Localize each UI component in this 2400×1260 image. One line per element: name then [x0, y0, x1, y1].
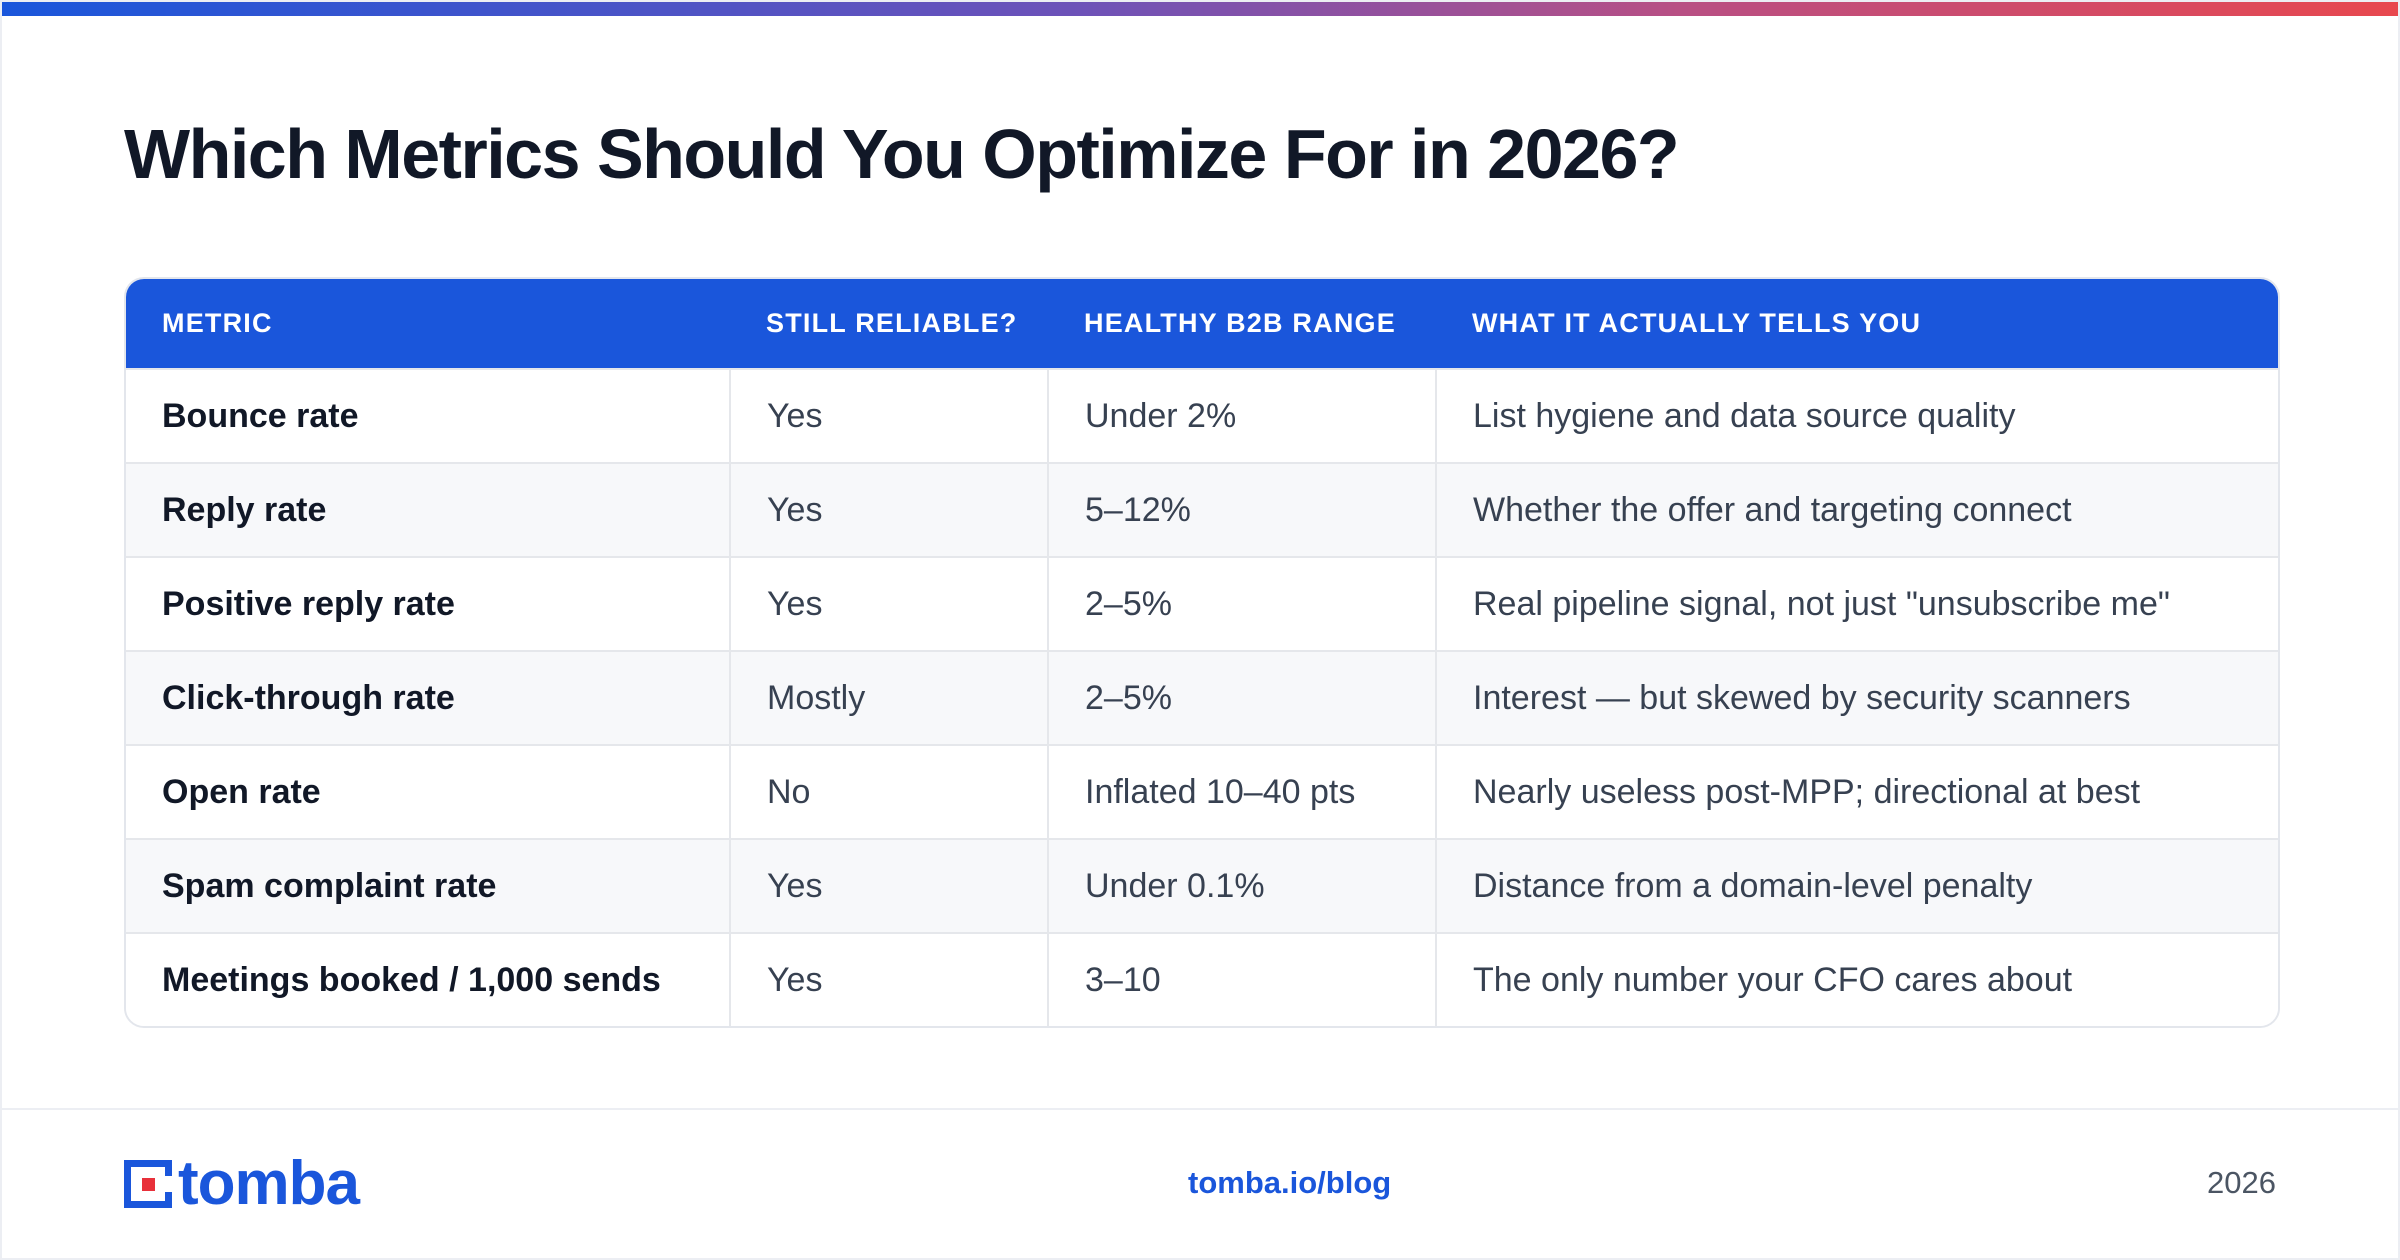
range-cell: Under 2%: [1047, 368, 1436, 463]
table-row: Bounce rate Yes Under 2% List hygiene an…: [126, 368, 2278, 463]
range-cell: Under 0.1%: [1047, 838, 1436, 933]
footer-year: 2026: [2207, 1165, 2276, 1200]
reliable-cell: Yes: [729, 556, 1048, 651]
table-row: Meetings booked / 1,000 sends Yes 3–10 T…: [126, 932, 2278, 1026]
metrics-table: METRIC STILL RELIABLE? HEALTHY B2B RANGE…: [126, 279, 2278, 1026]
metric-cell: Click-through rate: [126, 650, 730, 745]
range-cell: 2–5%: [1047, 650, 1436, 745]
metric-cell: Open rate: [126, 744, 730, 839]
meaning-cell: Nearly useless post-MPP; directional at …: [1435, 744, 2278, 839]
meaning-cell: Interest — but skewed by security scanne…: [1435, 650, 2278, 745]
reliable-cell: Mostly: [729, 650, 1048, 745]
header-still-reliable: STILL RELIABLE?: [766, 308, 1018, 338]
metrics-table-container: METRIC STILL RELIABLE? HEALTHY B2B RANGE…: [124, 277, 2280, 1028]
meaning-cell: Real pipeline signal, not just "unsubscr…: [1435, 556, 2278, 651]
reliable-cell: Yes: [729, 462, 1048, 557]
metric-cell: Spam complaint rate: [126, 838, 730, 933]
range-cell: Inflated 10–40 pts: [1047, 744, 1436, 839]
reliable-cell: No: [729, 744, 1048, 839]
reliable-cell: Yes: [729, 368, 1048, 463]
meaning-cell: Whether the offer and targeting connect: [1435, 462, 2278, 557]
tomba-logo-icon: [124, 1160, 172, 1208]
metric-cell: Positive reply rate: [126, 556, 730, 651]
table-header-row: METRIC STILL RELIABLE? HEALTHY B2B RANGE…: [126, 279, 2278, 369]
table-row: Open rate No Inflated 10–40 pts Nearly u…: [126, 744, 2278, 839]
metric-cell: Bounce rate: [126, 368, 730, 463]
header-healthy-range: HEALTHY B2B RANGE: [1084, 308, 1396, 338]
table-row: Click-through rate Mostly 2–5% Interest …: [126, 650, 2278, 745]
table-row: Reply rate Yes 5–12% Whether the offer a…: [126, 462, 2278, 557]
logo-text: tomba: [178, 1149, 360, 1218]
reliable-cell: Yes: [729, 932, 1048, 1026]
reliable-cell: Yes: [729, 838, 1048, 933]
meaning-cell: Distance from a domain-level penalty: [1435, 838, 2278, 933]
table-row: Spam complaint rate Yes Under 0.1% Dista…: [126, 838, 2278, 933]
tomba-logo[interactable]: tomba: [124, 1149, 360, 1218]
range-cell: 2–5%: [1047, 556, 1436, 651]
meaning-cell: List hygiene and data source quality: [1435, 368, 2278, 463]
metric-cell: Meetings booked / 1,000 sends: [126, 932, 730, 1026]
header-metric: METRIC: [162, 308, 273, 338]
range-cell: 3–10: [1047, 932, 1436, 1026]
page-title: Which Metrics Should You Optimize For in…: [124, 115, 1680, 193]
table-row: Positive reply rate Yes 2–5% Real pipeli…: [126, 556, 2278, 651]
blog-link[interactable]: tomba.io/blog: [1188, 1165, 1392, 1200]
range-cell: 5–12%: [1047, 462, 1436, 557]
metric-cell: Reply rate: [126, 462, 730, 557]
meaning-cell: The only number your CFO cares about: [1435, 932, 2278, 1026]
top-gradient-bar: [2, 2, 2398, 16]
footer-divider: [2, 1108, 2398, 1110]
header-what-it-tells: WHAT IT ACTUALLY TELLS YOU: [1472, 308, 1922, 338]
